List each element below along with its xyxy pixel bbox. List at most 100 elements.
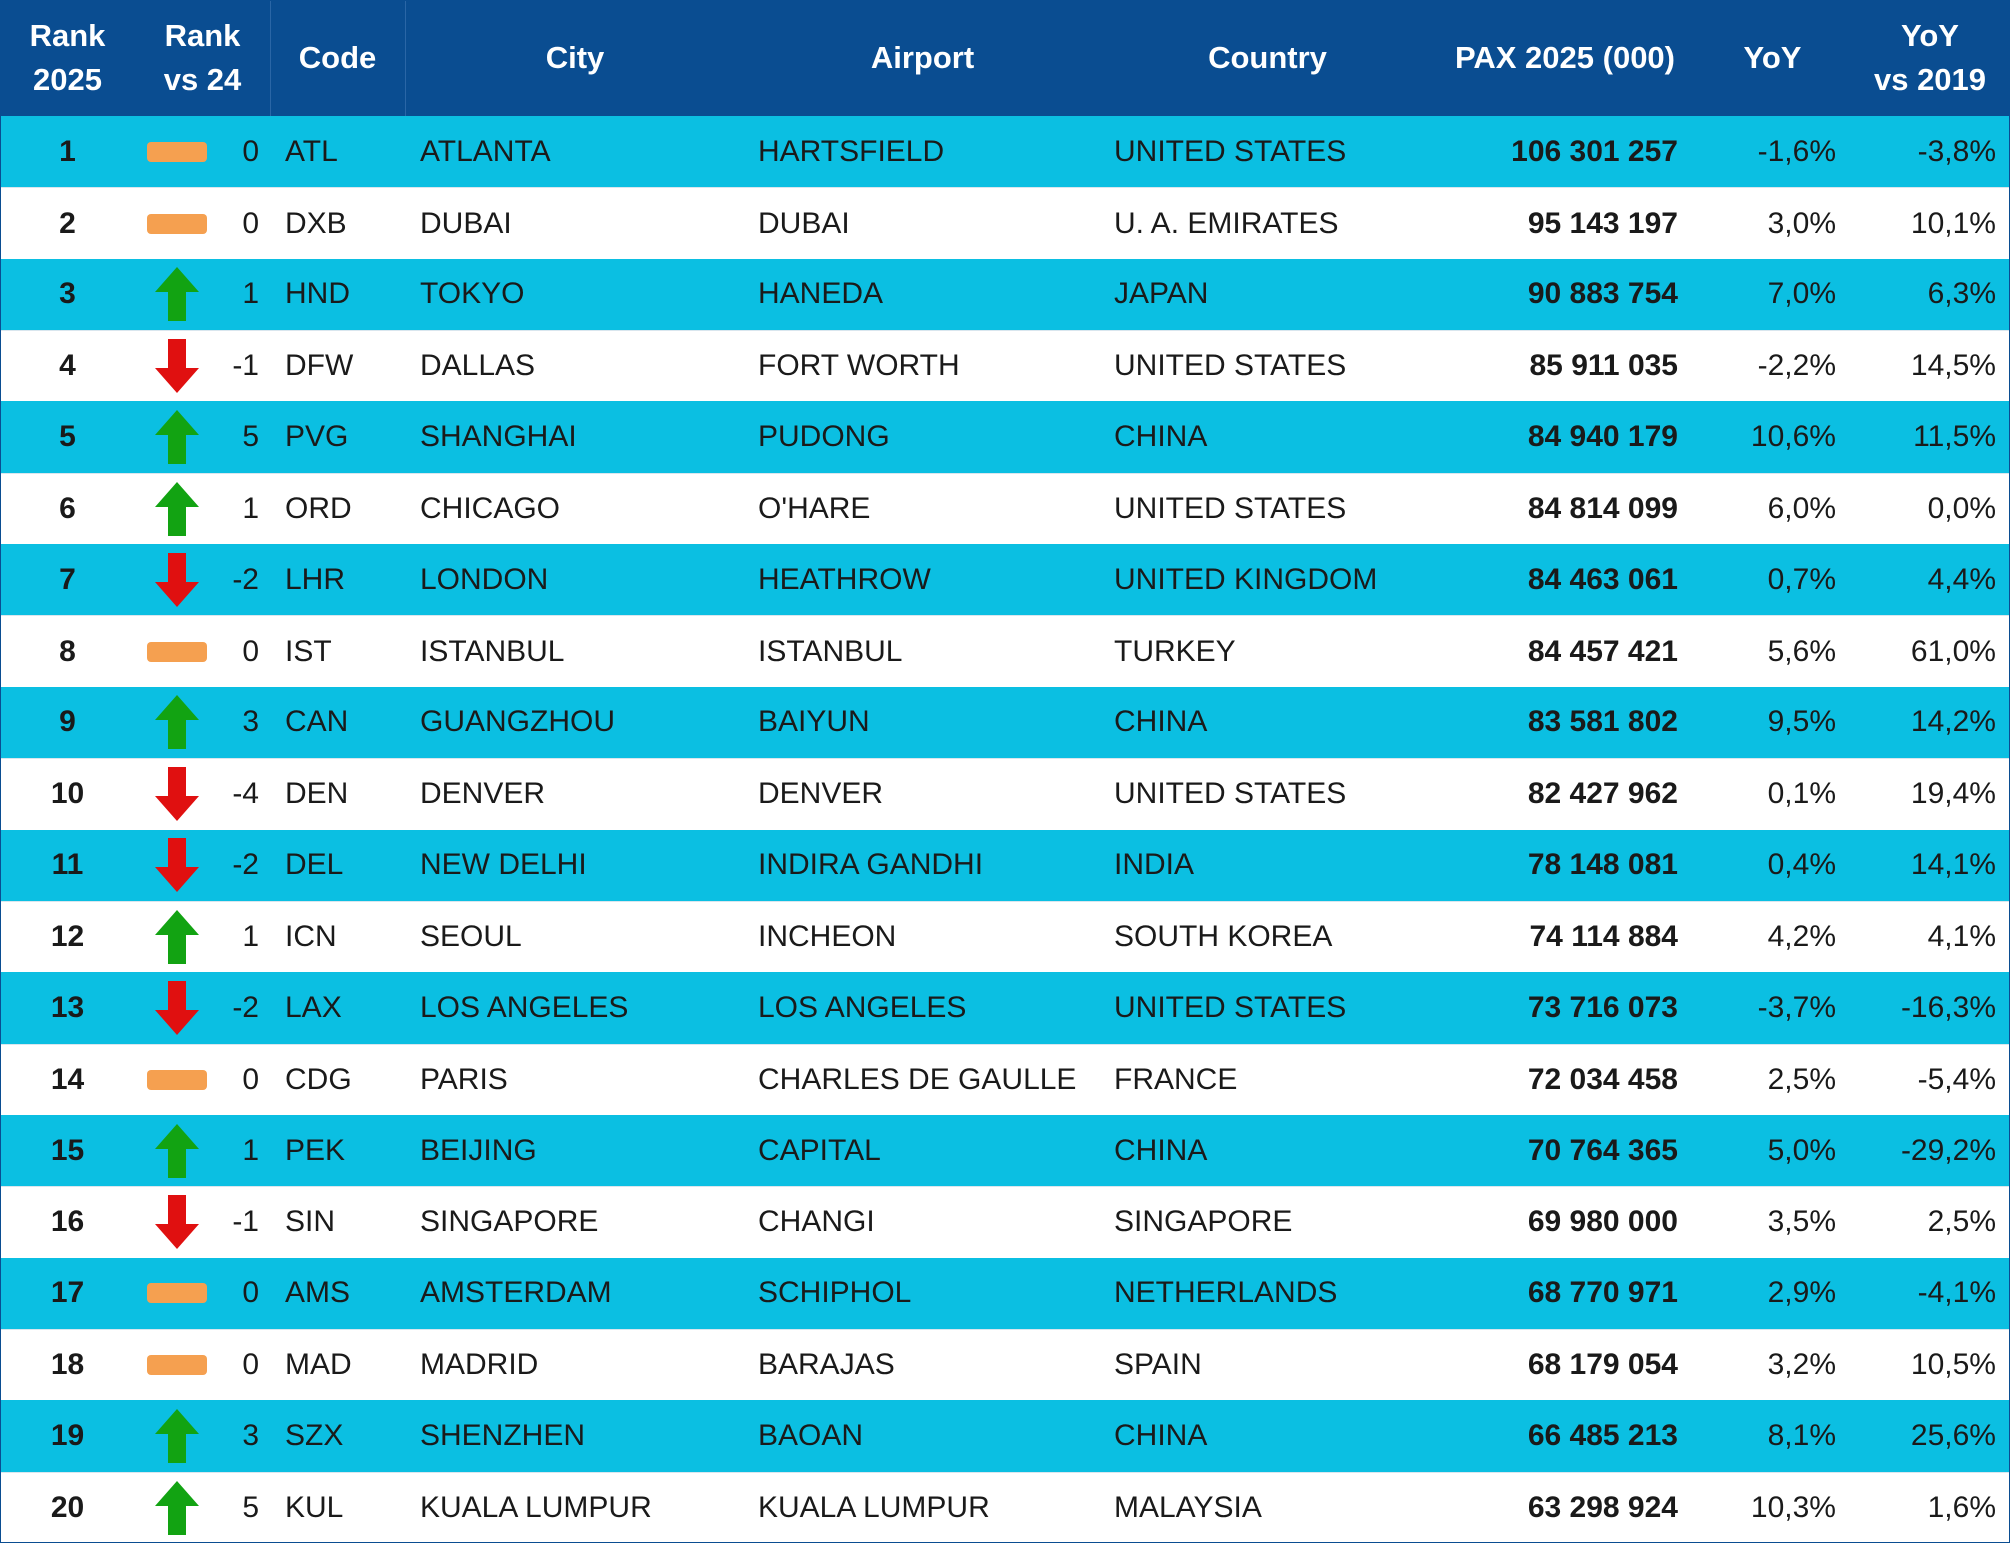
rank-cell: 11 [51,848,84,882]
code-cell: CAN [285,705,349,739]
yoy-vs-2019-cell: 19,4% [1910,777,1996,811]
city-cell: CHICAGO [420,491,561,525]
header-separator [270,0,271,116]
airport-cell: PUDONG [758,420,890,454]
city-cell: LONDON [420,562,549,596]
table-row: 12 1 ICN SEOUL INCHEON SOUTH KOREA 74 114 884 4… [0,900,2010,973]
pax-cell: 95 143 197 [1527,206,1678,240]
yoy-vs-2019-cell: 0,0% [1927,491,1996,525]
pax-cell: 69 980 000 [1527,1205,1678,1239]
country-cell: UNITED KINGDOM [1114,562,1378,596]
country-cell: CHINA [1114,705,1208,739]
orange-dash-icon [135,1330,219,1400]
rank-change-cell: 0 [242,634,259,668]
country-cell: MALAYSIA [1114,1490,1262,1524]
rank-cell: 15 [50,1133,85,1167]
red-down-arrow-icon [135,1187,219,1257]
yoy-vs-2019-cell: -16,3% [1900,990,1996,1024]
header-country: Country [1208,40,1327,75]
code-cell: PEK [285,1133,346,1167]
yoy-cell: 8,1% [1767,1418,1836,1452]
country-cell: U. A. EMIRATES [1114,206,1339,240]
rank-change-cell: 0 [242,134,259,168]
yoy-cell: 0,7% [1767,562,1836,596]
rank-change-cell: 5 [242,1490,259,1524]
rank-cell: 3 [59,277,76,311]
country-cell: JAPAN [1114,277,1209,311]
airport-cell: BAIYUN [758,705,870,739]
rank-change-cell: 0 [242,1062,259,1096]
table-row: 4 -1 DFW DALLAS FORT WORTH UNITED STATES 85 91… [0,330,2010,402]
city-cell: DALLAS [420,349,536,383]
airport-cell: CHANGI [758,1205,875,1239]
rank-cell: 2 [59,206,76,240]
city-cell: SHANGHAI [420,420,577,454]
airport-cell: HEATHROW [758,562,931,596]
table-row: 17 0 AMS AMSTERDAM SCHIPHOL NETHERLANDS 68 770… [0,1257,2010,1329]
yoy-vs-2019-cell: 11,5% [1913,420,1996,454]
rank-cell: 5 [59,420,76,454]
airport-cell: BARAJAS [758,1348,895,1382]
airport-cell: INCHEON [758,920,897,954]
yoy-cell: 9,5% [1767,705,1836,739]
header-city: City [545,40,605,75]
yoy-cell: 3,5% [1767,1205,1836,1239]
rank-change-cell: 0 [242,1276,259,1310]
orange-dash-icon [135,616,219,686]
rank-change-cell: 1 [242,491,259,525]
code-cell: ICN [285,920,337,954]
city-cell: BEIJING [420,1133,537,1167]
yoy-vs-2019-cell: 6,3% [1927,277,1996,311]
green-up-arrow-icon [135,1473,219,1543]
city-cell: SINGAPORE [420,1205,599,1239]
rank-change-cell: -2 [232,562,259,596]
city-cell: LOS ANGELES [420,990,629,1024]
pax-cell: 78 148 081 [1527,848,1678,882]
country-cell: INDIA [1114,848,1195,882]
pax-cell: 83 581 802 [1527,705,1678,739]
red-down-arrow-icon [135,830,219,901]
yoy-vs-2019-cell: 4,4% [1927,562,1996,596]
yoy-cell: 3,2% [1767,1348,1836,1382]
yoy-vs-2019-cell: 14,1% [1910,848,1996,882]
yoy-vs-2019-cell: 1,6% [1927,1490,1996,1524]
code-cell: IST [285,634,332,668]
yoy-cell: 0,1% [1767,777,1836,811]
code-cell: PVG [285,420,349,454]
rank-cell: 8 [59,634,76,668]
rank-change-cell: 5 [242,420,259,454]
pax-cell: 90 883 754 [1527,277,1678,311]
red-down-arrow-icon [135,544,219,615]
table-row: 13 -2 LAX LOS ANGELES LOS ANGELES UNITED STAT… [0,972,2010,1044]
yoy-vs-2019-cell: 25,6% [1910,1418,1996,1452]
yoy-vs-2019-cell: 4,1% [1927,920,1996,954]
rank-cell: 13 [50,990,85,1024]
country-cell: CHINA [1114,1133,1208,1167]
table-row: 15 1 PEK BEIJING CAPITAL CHINA 70 764 365 5,0% -… [0,1114,2010,1187]
yoy-vs-2019-cell: -3,8% [1917,134,1996,168]
country-cell: UNITED STATES [1114,134,1347,168]
orange-dash-icon [135,1045,219,1115]
city-cell: KUALA LUMPUR [420,1490,652,1524]
code-cell: KUL [285,1490,344,1524]
table-row: 19 3 SZX SHENZHEN BAOAN CHINA 66 485 213 8,1% 25… [0,1400,2010,1472]
rank-change-cell: 1 [242,920,259,954]
pax-cell: 82 427 962 [1527,777,1678,811]
yoy-vs-2019-cell: -4,1% [1917,1276,1996,1310]
pax-cell: 68 770 971 [1527,1276,1678,1310]
table-row: 8 0 IST ISTANBUL ISTANBUL TURKEY 84 457 421 5,6… [0,615,2010,687]
yoy-cell: 2,5% [1767,1062,1836,1096]
rank-cell: 7 [59,562,76,596]
country-cell: UNITED STATES [1114,777,1347,811]
airport-cell: CAPITAL [758,1133,881,1167]
yoy-vs-2019-cell: -29,2% [1900,1133,1996,1167]
airport-cell: HANEDA [758,277,884,311]
yoy-cell: 4,2% [1767,920,1836,954]
orange-dash-icon [135,188,219,258]
table-row: 1 0 ATL ATLANTA HARTSFIELD UNITED STATES 106 3… [0,116,2010,188]
table-row: 20 5 KUL KUALA LUMPUR KUALA LUMPUR MALAYSIA 63… [0,1471,2010,1543]
pax-cell: 106 301 257 [1511,134,1678,168]
airport-cell: BAOAN [758,1418,864,1452]
header-separator [405,0,406,116]
pax-cell: 70 764 365 [1527,1133,1678,1167]
